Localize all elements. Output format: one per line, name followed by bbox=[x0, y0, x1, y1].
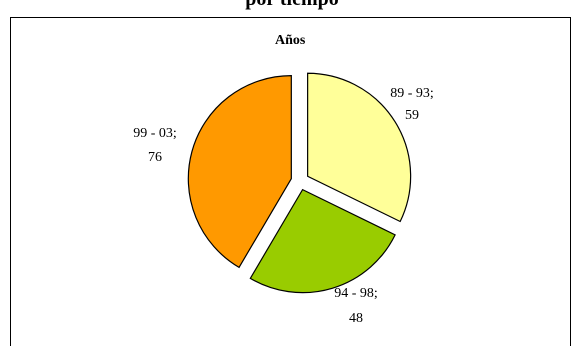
data-label-value: 76 bbox=[148, 150, 162, 165]
data-label-category: 94 - 98; bbox=[334, 286, 378, 301]
page-heading: por tiempo bbox=[0, 0, 584, 11]
data-label-category: 89 - 93; bbox=[390, 86, 434, 101]
pie-slice-89-93 bbox=[307, 72, 412, 223]
data-label-value: 48 bbox=[349, 311, 363, 326]
data-label-value: 59 bbox=[405, 108, 419, 123]
data-label-category: 99 - 03; bbox=[133, 126, 177, 141]
pie-slice-99-03 bbox=[187, 75, 292, 269]
chart-title: Años bbox=[275, 33, 306, 48]
pie-slice-94-98 bbox=[249, 188, 396, 294]
